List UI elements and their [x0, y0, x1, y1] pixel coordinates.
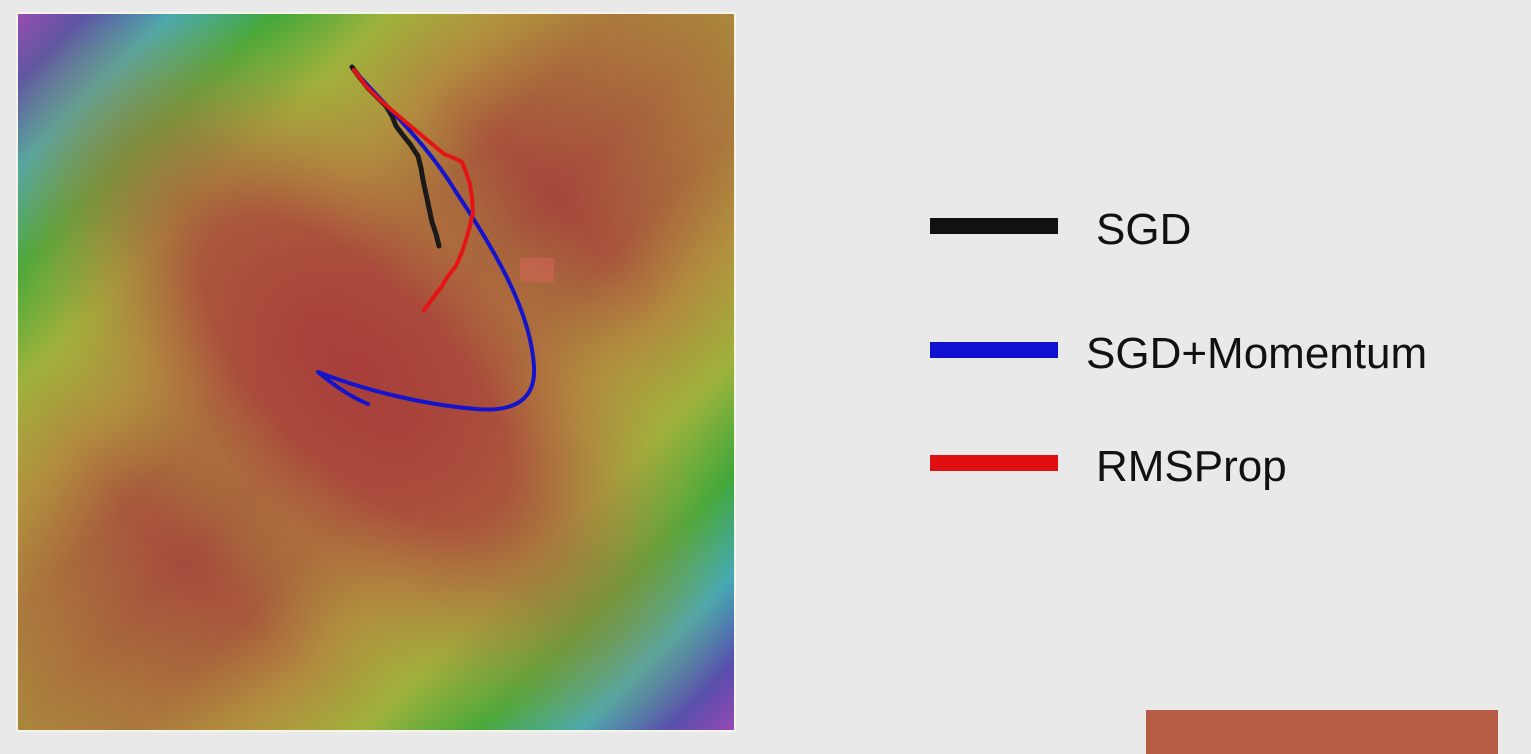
legend-item-rmsprop: RMSProp: [930, 437, 1490, 497]
plot-border: [16, 12, 736, 732]
legend-item-sgd: SGD: [930, 200, 1490, 260]
minimum-marker: [520, 258, 554, 282]
legend-swatch-sgd: [930, 218, 1058, 234]
rmsprop-path: [352, 68, 475, 312]
legend-label-sgd: SGD: [1096, 205, 1192, 254]
legend-swatch-sgd-momentum: [930, 342, 1058, 358]
legend-label-rmsprop: RMSProp: [1096, 442, 1287, 491]
momentum-path: [316, 68, 537, 412]
corner-bar: [1146, 710, 1498, 754]
legend-label-sgd-momentum: SGD+Momentum: [1086, 329, 1428, 378]
legend-item-sgd-momentum: SGD+Momentum: [930, 324, 1490, 384]
loss-surface-plot: [16, 12, 736, 732]
loss-surface-svg: [16, 12, 736, 732]
surface-basin: [16, 12, 736, 732]
legend-swatch-rmsprop: [930, 455, 1058, 471]
